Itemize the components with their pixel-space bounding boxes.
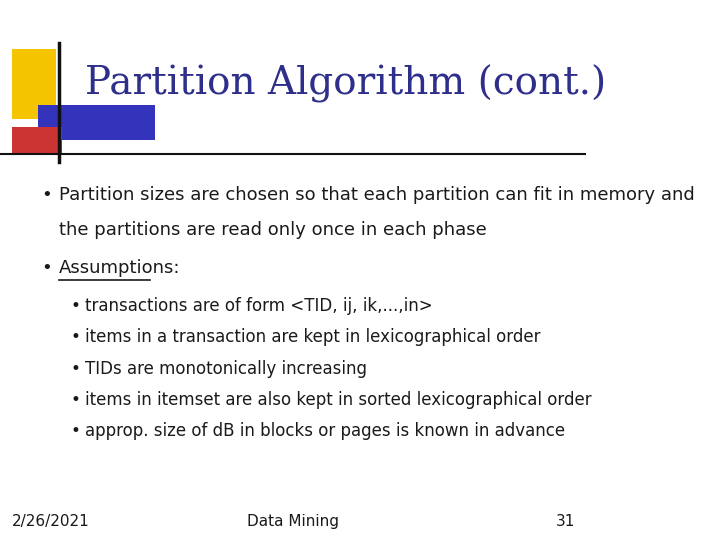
Text: •: • xyxy=(71,391,80,409)
Bar xyxy=(12,49,55,119)
Text: •: • xyxy=(41,259,52,277)
Text: Partition Algorithm (cont.): Partition Algorithm (cont.) xyxy=(85,64,606,103)
Text: Partition sizes are chosen so that each partition can fit in memory and: Partition sizes are chosen so that each … xyxy=(58,186,694,204)
Text: TIDs are monotonically increasing: TIDs are monotonically increasing xyxy=(85,360,367,377)
Text: Assumptions:: Assumptions: xyxy=(58,259,180,277)
Text: items in a transaction are kept in lexicographical order: items in a transaction are kept in lexic… xyxy=(85,328,541,346)
Text: transactions are of form <TID, ij, ik,...,in>: transactions are of form <TID, ij, ik,..… xyxy=(85,297,433,315)
Text: •: • xyxy=(71,422,80,440)
Text: •: • xyxy=(71,297,80,315)
Text: •: • xyxy=(71,328,80,346)
Text: Data Mining: Data Mining xyxy=(247,514,339,529)
Text: items in itemset are also kept in sorted lexicographical order: items in itemset are also kept in sorted… xyxy=(85,391,592,409)
Bar xyxy=(38,105,156,140)
Text: 2/26/2021: 2/26/2021 xyxy=(12,514,89,529)
Text: •: • xyxy=(71,360,80,377)
Text: approp. size of dB in blocks or pages is known in advance: approp. size of dB in blocks or pages is… xyxy=(85,422,565,440)
Text: •: • xyxy=(41,186,52,204)
Text: the partitions are read only once in each phase: the partitions are read only once in eac… xyxy=(58,221,487,239)
Bar xyxy=(12,127,62,154)
Text: 31: 31 xyxy=(555,514,575,529)
